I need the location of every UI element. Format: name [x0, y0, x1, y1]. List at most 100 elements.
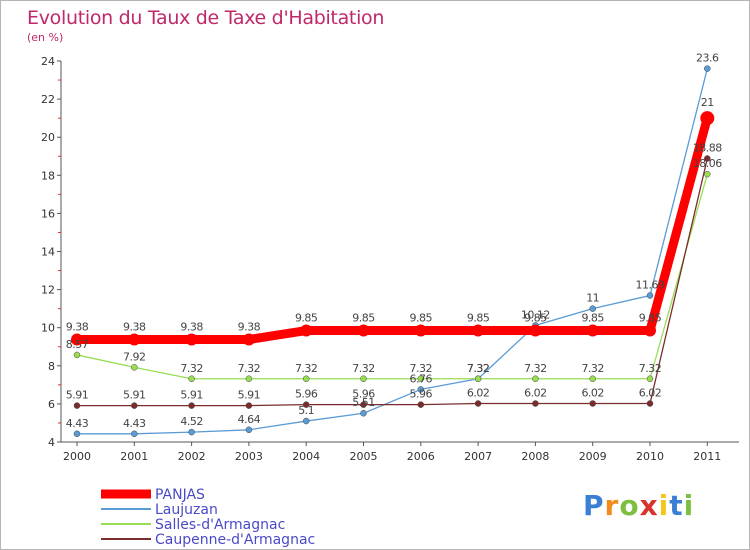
data-label: 11: [586, 292, 599, 305]
y-tick-label: 10: [41, 322, 55, 335]
data-label: 5.91: [66, 389, 89, 402]
data-point: [71, 333, 83, 346]
data-label: 6.02: [467, 387, 490, 400]
data-point: [700, 111, 715, 126]
data-label: 9.38: [66, 321, 89, 334]
data-point: [360, 375, 367, 383]
data-point: [704, 155, 711, 162]
data-point: [586, 324, 599, 337]
series-line: [72, 113, 712, 345]
data-label: 7.32: [524, 362, 547, 375]
data-point: [302, 401, 310, 408]
logo-letter: o: [619, 489, 640, 522]
legend-label: Laujuzan: [155, 502, 218, 518]
data-label: 9.38: [238, 321, 261, 334]
logo-letter: x: [639, 489, 659, 522]
y-tick-label: 16: [41, 207, 55, 220]
x-tick-label: 2005: [350, 450, 378, 463]
data-point: [704, 65, 711, 72]
data-point: [589, 400, 596, 407]
data-label: 7.32: [581, 362, 604, 375]
data-label: 5.96: [352, 388, 375, 401]
data-point: [414, 324, 427, 337]
data-point: [474, 400, 482, 407]
x-tick-label: 2002: [178, 450, 206, 463]
x-tick-label: 2011: [693, 450, 721, 463]
x-tick-label: 2007: [464, 450, 492, 463]
data-label: 9.85: [295, 312, 318, 325]
series-line: [76, 67, 708, 435]
data-point: [302, 417, 310, 425]
data-point: [302, 375, 310, 383]
data-point: [417, 375, 425, 383]
data-label: 7.32: [180, 362, 203, 375]
data-label: 9.85: [467, 312, 490, 325]
data-point: [704, 170, 711, 178]
logo-letter: t: [669, 489, 684, 522]
data-label: 6.02: [581, 387, 604, 400]
data-point: [589, 305, 596, 312]
x-tick-label: 2003: [235, 450, 263, 463]
y-tick-label: 24: [41, 55, 55, 68]
data-point: [417, 386, 425, 393]
data-label: 6.02: [524, 387, 547, 400]
data-point: [532, 375, 539, 383]
y-tick-label: 12: [41, 284, 55, 297]
data-label: 5.91: [238, 389, 261, 402]
chart-title: Evolution du Taux de Taxe d'Habitation: [27, 7, 385, 29]
data-point: [474, 375, 482, 383]
data-label: 5.1: [298, 404, 314, 417]
data-point: [131, 364, 138, 371]
data-label: 8.57: [66, 338, 89, 351]
data-point: [245, 426, 253, 434]
data-label: 18.06: [693, 157, 722, 170]
data-label: 4.43: [66, 417, 89, 430]
data-point: [131, 430, 138, 438]
x-tick-label: 2010: [636, 450, 664, 463]
data-label: 23.6: [696, 52, 719, 65]
y-tick-label: 4: [48, 436, 55, 449]
legend-label: Salles-d'Armagnac: [155, 517, 285, 533]
x-tick-label: 2008: [521, 450, 549, 463]
data-point: [245, 375, 253, 383]
data-label: 9.85: [410, 312, 433, 325]
data-label: 5.51: [352, 396, 375, 409]
x-tick-label: 2006: [407, 450, 435, 463]
y-tick-label: 22: [41, 93, 55, 106]
data-label: 7.32: [639, 362, 662, 375]
data-label: 7.32: [467, 362, 490, 375]
logo-letter: i: [683, 489, 695, 522]
data-label: 5.91: [123, 389, 146, 402]
data-label: 4.52: [180, 415, 203, 428]
legend-label: PANJAS: [155, 487, 205, 503]
y-tick-label: 6: [48, 398, 55, 411]
data-point: [646, 375, 654, 383]
data-point: [185, 333, 198, 346]
y-tick-label: 8: [48, 360, 55, 373]
data-label: 9.85: [639, 312, 662, 325]
data-label: 6.02: [639, 387, 662, 400]
data-label: 4.64: [238, 413, 261, 426]
data-point: [73, 430, 81, 438]
data-label: 9.85: [352, 312, 375, 325]
data-point: [646, 400, 654, 407]
data-point: [360, 401, 367, 408]
data-point: [131, 402, 138, 409]
data-label: 18.88: [693, 142, 722, 155]
data-label: 9.38: [180, 321, 203, 334]
data-point: [646, 292, 654, 299]
data-label: 7.32: [410, 362, 433, 375]
data-label: 7.32: [295, 362, 318, 375]
data-label: 11.69: [636, 279, 665, 292]
data-label: 5.96: [295, 388, 318, 401]
data-point: [357, 324, 370, 337]
data-point: [417, 401, 425, 408]
data-label: 21: [701, 96, 714, 109]
data-point: [529, 324, 542, 337]
data-label: 9.85: [581, 312, 604, 325]
data-label: 5.91: [180, 389, 203, 402]
data-point: [472, 324, 485, 337]
data-label: 7.32: [467, 362, 490, 375]
data-label: 7.92: [123, 350, 146, 363]
